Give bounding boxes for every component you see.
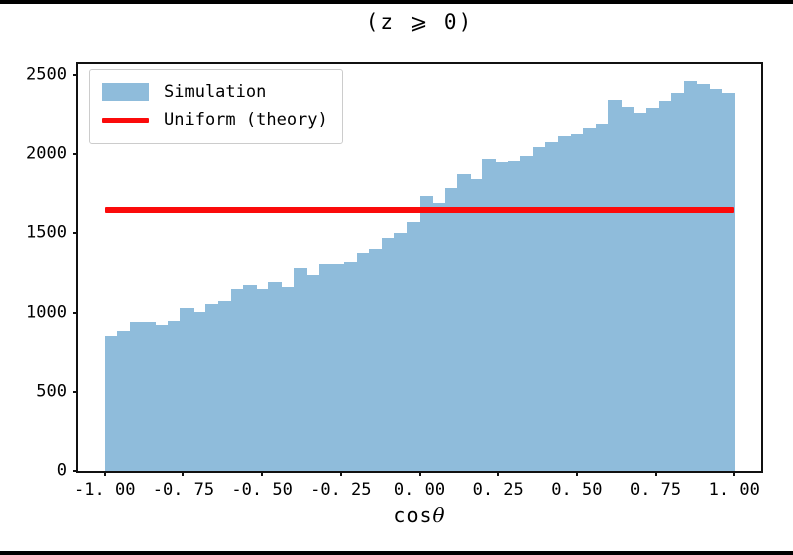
histogram-bar xyxy=(507,160,521,471)
histogram-bar xyxy=(356,253,370,471)
x-axis-label: cosθ xyxy=(76,503,763,527)
x-tick-label: 0. 50 xyxy=(551,480,603,500)
histogram-bar xyxy=(658,101,672,471)
histogram-bar xyxy=(343,261,358,471)
histogram-bars xyxy=(78,64,761,471)
histogram-bar xyxy=(406,221,421,471)
histogram-bar xyxy=(557,136,572,471)
x-tick-label: 0. 00 xyxy=(393,480,446,500)
histogram-bar xyxy=(369,249,383,471)
histogram-bar xyxy=(230,288,244,471)
histogram-bar xyxy=(419,196,433,471)
x-tick-mark xyxy=(182,471,185,476)
histogram-bar xyxy=(205,303,219,471)
histogram-bar xyxy=(281,286,295,471)
y-tick-mark xyxy=(73,470,78,472)
histogram-bar xyxy=(142,322,156,471)
y-tick-mark xyxy=(73,311,78,314)
histogram-bar xyxy=(255,288,270,471)
y-tick-mark xyxy=(73,74,78,77)
histogram-bar xyxy=(192,311,207,471)
histogram-bar xyxy=(104,336,119,471)
x-tick-label: 0. 75 xyxy=(629,480,682,500)
histogram-bar xyxy=(671,92,685,471)
plot-area: -1. 00 -0. 75 -0. 50 -0. 25 0. 00 0. 25 0. 50 0… xyxy=(26,62,763,500)
x-tick-label: -0. 25 xyxy=(310,480,372,500)
histogram-bar xyxy=(180,307,194,471)
chart-title: (z ⩾ 0) xyxy=(365,10,474,34)
histogram-bar xyxy=(520,155,534,471)
histogram-bar xyxy=(218,300,232,471)
histogram-bar xyxy=(306,274,320,471)
x-tick-mark xyxy=(418,471,421,476)
theory-line-layer xyxy=(78,64,761,471)
histogram-bar xyxy=(318,264,333,471)
x-tick-mark xyxy=(575,471,578,476)
histogram-bar xyxy=(633,113,647,471)
histogram-bar xyxy=(331,264,345,471)
simulation-swatch xyxy=(102,83,149,101)
histogram-bar xyxy=(167,320,181,471)
x-tick-mark xyxy=(654,471,657,476)
x-tick-label: 0. 25 xyxy=(472,480,524,500)
y-tick-label: 500 xyxy=(36,381,67,402)
histogram-bar xyxy=(155,324,169,471)
top-border xyxy=(0,0,793,4)
histogram-bar xyxy=(620,106,635,471)
histogram-bar xyxy=(243,284,257,471)
histogram-bar xyxy=(709,89,723,471)
histogram-bar xyxy=(495,162,509,471)
x-tick-mark xyxy=(261,471,264,476)
histogram-bar xyxy=(570,134,584,471)
histogram-bar xyxy=(129,322,144,471)
theta-symbol: θ xyxy=(432,503,446,527)
histogram-bar xyxy=(721,92,735,471)
histogram-bar xyxy=(532,147,547,471)
x-tick-label: -1. 00 xyxy=(74,480,136,500)
y-tick-label: 1500 xyxy=(26,222,67,243)
x-tick-label: 1. 00 xyxy=(708,480,760,500)
histogram-bar xyxy=(482,159,496,471)
y-tick-mark xyxy=(73,153,78,156)
histogram-bar xyxy=(117,330,131,471)
histogram-bar xyxy=(293,268,307,471)
y-tick-label: 1000 xyxy=(26,302,67,323)
histogram-bar xyxy=(646,107,660,471)
legend-label-uniform: Uniform (theory) xyxy=(164,110,328,130)
y-tick-mark xyxy=(73,232,78,235)
histogram-bar xyxy=(583,128,597,471)
legend-entry-uniform: Uniform (theory) xyxy=(102,106,328,134)
histogram-bar xyxy=(444,187,458,471)
histogram-bar xyxy=(394,232,408,471)
histogram-bar xyxy=(268,281,282,471)
x-tick-label: -0. 75 xyxy=(152,480,215,500)
y-tick-label: 0 xyxy=(56,460,67,481)
y-tick-label: 2500 xyxy=(26,64,67,85)
histogram-bar xyxy=(545,141,559,471)
x-tick-label: -0. 50 xyxy=(231,480,293,500)
bottom-border xyxy=(0,551,793,555)
legend-label-simulation: Simulation xyxy=(164,82,267,102)
uniform-line-swatch xyxy=(102,117,149,123)
x-tick-mark xyxy=(103,471,106,476)
histogram-bar xyxy=(457,174,471,471)
x-axis-label-prefix: cos xyxy=(393,503,433,527)
histogram-bar xyxy=(432,203,446,471)
x-tick-mark xyxy=(497,471,500,476)
y-tick-mark xyxy=(73,390,78,393)
y-tick-label: 2000 xyxy=(26,143,67,164)
legend-entry-simulation: Simulation xyxy=(102,78,328,106)
histogram-bar xyxy=(381,238,395,471)
x-tick-mark xyxy=(339,471,342,476)
x-tick-mark xyxy=(733,471,736,476)
uniform-theory-line xyxy=(104,206,735,213)
legend: Simulation Uniform (theory) xyxy=(89,69,343,144)
histogram-bar xyxy=(608,100,622,471)
histogram-bar xyxy=(696,83,710,471)
histogram-bar xyxy=(469,178,484,471)
histogram-bar xyxy=(683,80,698,471)
